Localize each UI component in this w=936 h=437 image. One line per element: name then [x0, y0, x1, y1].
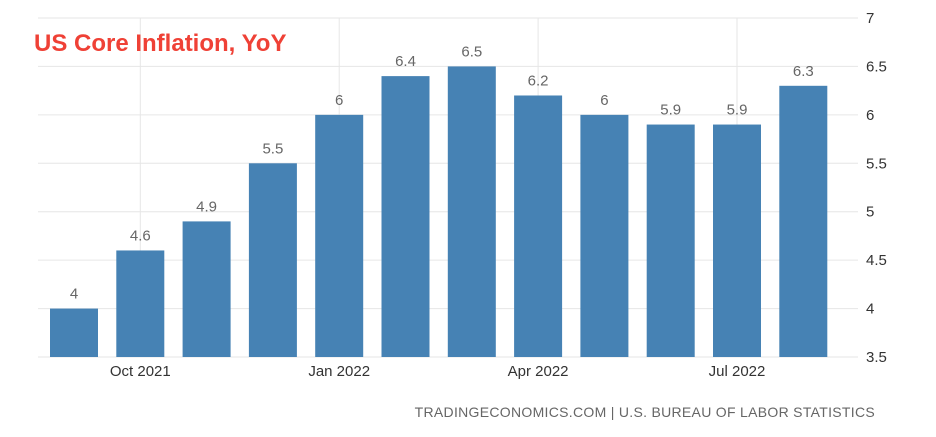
bar	[514, 95, 563, 357]
x-tick-label: Oct 2021	[110, 363, 171, 380]
bar	[779, 85, 828, 358]
bar	[182, 221, 231, 357]
y-tick-label: 6.5	[866, 58, 887, 75]
bar	[447, 66, 496, 357]
data-label: 5.9	[727, 102, 748, 119]
data-label: 5.9	[660, 102, 681, 119]
data-label: 4	[70, 286, 78, 303]
chart-title: US Core Inflation, YoY	[34, 30, 286, 57]
bar	[116, 250, 165, 357]
y-tick-label: 4.5	[866, 252, 887, 269]
data-labels: 4 4.6 4.9 5.5 6 6.4 6.5 6.2 6 5.9 5.9 6.3	[70, 43, 814, 302]
y-tick-label: 3.5	[866, 349, 887, 366]
x-tick-label: Apr 2022	[508, 363, 569, 380]
bars	[50, 66, 828, 358]
y-tick-label: 5.5	[866, 155, 887, 172]
data-label: 4.6	[130, 227, 151, 244]
x-tick-label: Jul 2022	[709, 363, 766, 380]
y-tick-label: 4	[866, 301, 874, 318]
y-tick-label: 6	[866, 107, 874, 124]
data-label: 6.2	[528, 72, 549, 89]
bar	[50, 308, 98, 357]
bar	[248, 163, 297, 357]
bar	[646, 124, 695, 358]
data-label: 6.5	[461, 43, 482, 60]
data-label: 6.4	[395, 53, 416, 70]
bar	[580, 114, 629, 357]
data-label: 6	[335, 92, 343, 109]
x-axis: Oct 2021 Jan 2022 Apr 2022 Jul 2022	[110, 363, 765, 380]
x-tick-label: Jan 2022	[308, 363, 370, 380]
bar	[315, 114, 364, 357]
data-label: 4.9	[196, 198, 217, 215]
y-tick-label: 5	[866, 204, 874, 221]
data-label: 6	[600, 92, 608, 109]
bar	[713, 124, 761, 358]
data-label: 5.5	[262, 140, 283, 157]
data-label: 6.3	[793, 63, 814, 80]
source-attribution: TRADINGECONOMICS.COM | U.S. BUREAU OF LA…	[415, 404, 875, 420]
bar	[381, 76, 430, 357]
y-axis: 3.5 4 4.5 5 5.5 6 6.5 7	[866, 10, 887, 366]
y-tick-label: 7	[866, 10, 874, 27]
